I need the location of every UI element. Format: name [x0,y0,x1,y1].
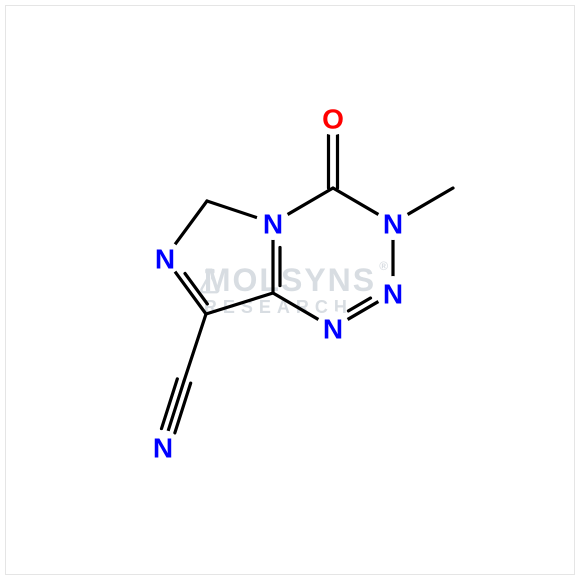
svg-text:N: N [383,279,403,310]
svg-text:N: N [323,314,343,345]
svg-text:N: N [153,433,173,464]
svg-text:N: N [263,209,283,240]
svg-text:O: O [322,104,344,135]
svg-text:N: N [155,244,175,275]
svg-text:N: N [383,209,403,240]
molecule-drawing: N N N N N O N [0,0,580,580]
